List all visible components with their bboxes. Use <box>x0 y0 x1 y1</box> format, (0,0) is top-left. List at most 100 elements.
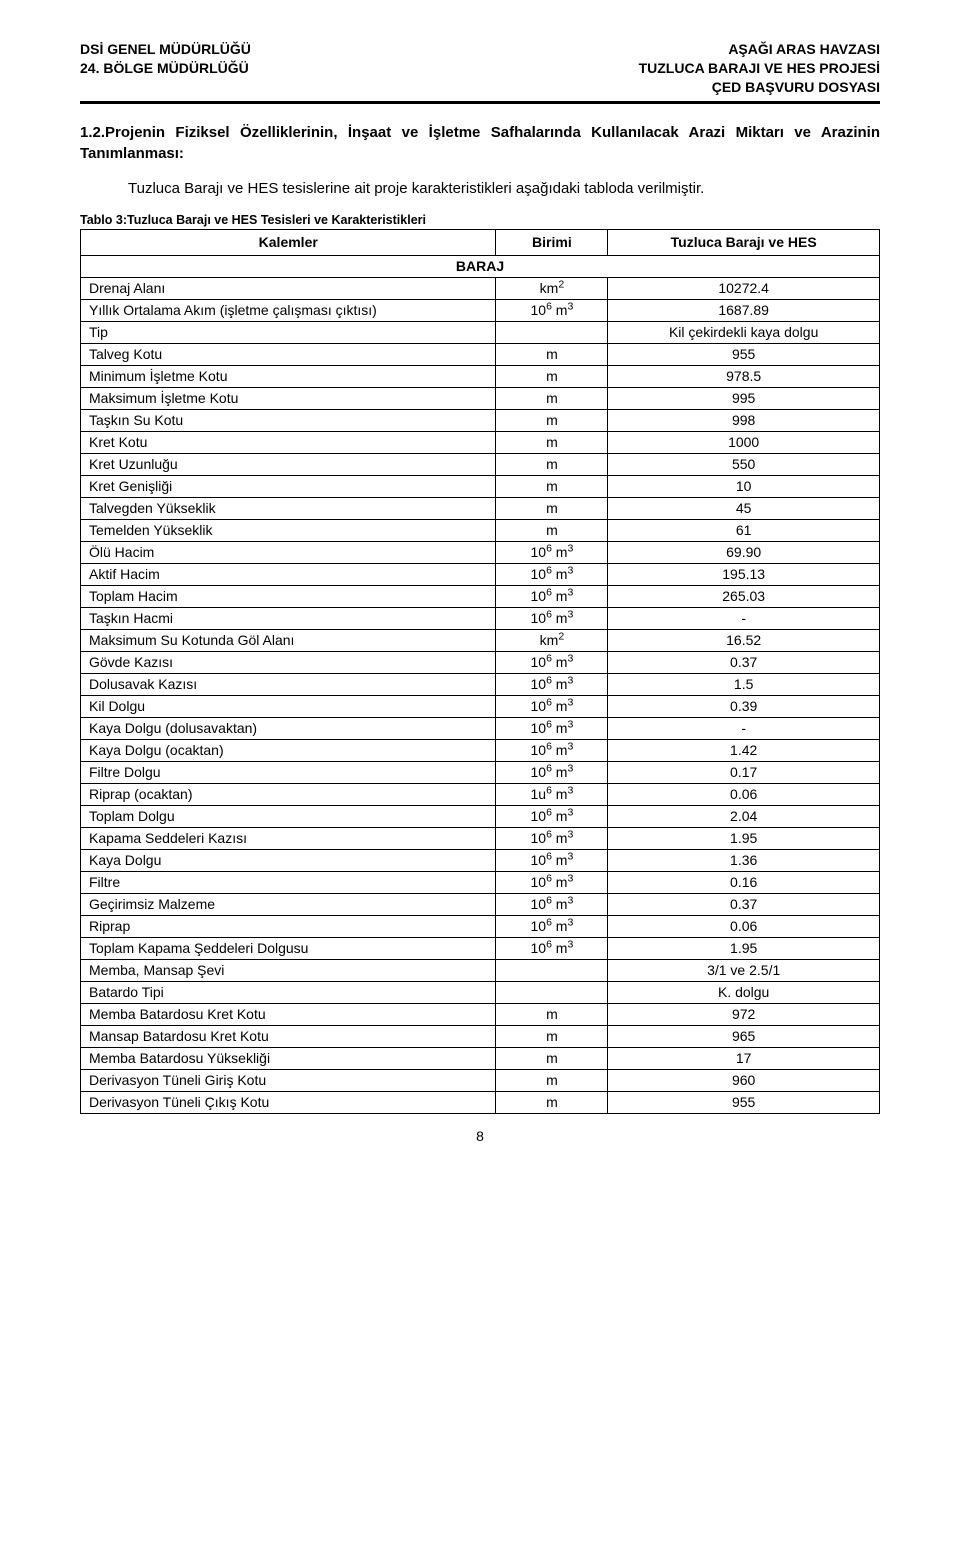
table-row: Toplam Dolgu106 m32.04 <box>81 805 880 827</box>
row-value: 69.90 <box>608 541 880 563</box>
row-label: Kret Kotu <box>81 431 496 453</box>
table-caption: Tablo 3:Tuzluca Barajı ve HES Tesisleri … <box>80 213 880 227</box>
row-value: Kil çekirdekli kaya dolgu <box>608 321 880 343</box>
row-label: Derivasyon Tüneli Çıkış Kotu <box>81 1091 496 1113</box>
row-value: 1000 <box>608 431 880 453</box>
row-unit: 106 m3 <box>496 585 608 607</box>
table-row: Yıllık Ortalama Akım (işletme çalışması … <box>81 299 880 321</box>
row-value: 265.03 <box>608 585 880 607</box>
row-label: Maksimum Su Kotunda Göl Alanı <box>81 629 496 651</box>
row-value: 2.04 <box>608 805 880 827</box>
row-label: Kret Genişliği <box>81 475 496 497</box>
table-header-row: Kalemler Birimi Tuzluca Barajı ve HES <box>81 229 880 255</box>
row-value: 16.52 <box>608 629 880 651</box>
header-right-line-3: ÇED BAŞVURU DOSYASI <box>639 78 880 97</box>
row-value: 995 <box>608 387 880 409</box>
row-label: Riprap <box>81 915 496 937</box>
row-label: Yıllık Ortalama Akım (işletme çalışması … <box>81 299 496 321</box>
row-label: Toplam Dolgu <box>81 805 496 827</box>
row-value: 3/1 ve 2.5/1 <box>608 959 880 981</box>
row-label: Toplam Kapama Şeddeleri Dolgusu <box>81 937 496 959</box>
intro-paragraph: Tuzluca Barajı ve HES tesislerine ait pr… <box>80 178 880 199</box>
row-value: 960 <box>608 1069 880 1091</box>
row-unit: 106 m3 <box>496 563 608 585</box>
row-label: Taşkın Su Kotu <box>81 409 496 431</box>
row-value: 0.17 <box>608 761 880 783</box>
row-label: Drenaj Alanı <box>81 277 496 299</box>
table-row: Kret Kotum1000 <box>81 431 880 453</box>
table-row: Filtre Dolgu106 m30.17 <box>81 761 880 783</box>
table-row: Riprap (ocaktan)1u6 m30.06 <box>81 783 880 805</box>
row-unit: 106 m3 <box>496 607 608 629</box>
table-row: Kapama Seddeleri Kazısı106 m31.95 <box>81 827 880 849</box>
row-label: Ölü Hacim <box>81 541 496 563</box>
row-unit: 106 m3 <box>496 541 608 563</box>
table-row: Kaya Dolgu (dolusavaktan)106 m3- <box>81 717 880 739</box>
row-value: 955 <box>608 1091 880 1113</box>
row-value: 972 <box>608 1003 880 1025</box>
row-value: 550 <box>608 453 880 475</box>
table-row: Derivasyon Tüneli Giriş Kotum960 <box>81 1069 880 1091</box>
row-unit: 106 m3 <box>496 915 608 937</box>
row-label: Toplam Hacim <box>81 585 496 607</box>
row-unit: m <box>496 1091 608 1113</box>
row-label: Filtre Dolgu <box>81 761 496 783</box>
row-value: 1.36 <box>608 849 880 871</box>
row-value: 1.95 <box>608 937 880 959</box>
table-row: Filtre106 m30.16 <box>81 871 880 893</box>
table-row: Talvegden Yükseklikm45 <box>81 497 880 519</box>
page-number: 8 <box>80 1128 880 1144</box>
row-label: Kil Dolgu <box>81 695 496 717</box>
row-value: 965 <box>608 1025 880 1047</box>
row-unit: 106 m3 <box>496 673 608 695</box>
row-label: Kaya Dolgu (ocaktan) <box>81 739 496 761</box>
table-row: Aktif Hacim106 m3195.13 <box>81 563 880 585</box>
header-right-line-1: AŞAĞI ARAS HAVZASI <box>639 40 880 59</box>
table-row: Kil Dolgu106 m30.39 <box>81 695 880 717</box>
table-row: Toplam Kapama Şeddeleri Dolgusu106 m31.9… <box>81 937 880 959</box>
table-row: Batardo TipiK. dolgu <box>81 981 880 1003</box>
table-row: Minimum İşletme Kotum978.5 <box>81 365 880 387</box>
section-label: BARAJ <box>81 255 880 277</box>
table-row: Kret Uzunluğum550 <box>81 453 880 475</box>
row-label: Filtre <box>81 871 496 893</box>
row-unit: m <box>496 1047 608 1069</box>
table-row: Geçirimsiz Malzeme106 m30.37 <box>81 893 880 915</box>
row-value: 1.5 <box>608 673 880 695</box>
row-value: 45 <box>608 497 880 519</box>
section-heading: 1.2.Projenin Fiziksel Özelliklerinin, İn… <box>80 122 880 164</box>
row-value: 61 <box>608 519 880 541</box>
row-unit: 106 m3 <box>496 739 608 761</box>
row-unit: 106 m3 <box>496 937 608 959</box>
row-label: Gövde Kazısı <box>81 651 496 673</box>
row-value: 10272.4 <box>608 277 880 299</box>
header-right-line-2: TUZLUCA BARAJI VE HES PROJESİ <box>639 59 880 78</box>
table-row: Drenaj Alanıkm210272.4 <box>81 277 880 299</box>
row-value: K. dolgu <box>608 981 880 1003</box>
row-unit: m <box>496 409 608 431</box>
row-value: 1.42 <box>608 739 880 761</box>
table-row: Temelden Yükseklikm61 <box>81 519 880 541</box>
table-row: Mansap Batardosu Kret Kotum965 <box>81 1025 880 1047</box>
row-value: 998 <box>608 409 880 431</box>
row-unit: 106 m3 <box>496 695 608 717</box>
row-label: Temelden Yükseklik <box>81 519 496 541</box>
row-unit: km2 <box>496 629 608 651</box>
row-unit: 106 m3 <box>496 299 608 321</box>
row-label: Talvegden Yükseklik <box>81 497 496 519</box>
header-left-line-2: 24. BÖLGE MÜDÜRLÜĞÜ <box>80 59 251 78</box>
table-body: BARAJ Drenaj Alanıkm210272.4Yıllık Ortal… <box>81 255 880 1113</box>
table-row: Gövde Kazısı106 m30.37 <box>81 651 880 673</box>
row-unit: m <box>496 1069 608 1091</box>
row-label: Minimum İşletme Kotu <box>81 365 496 387</box>
table-row: Talveg Kotum955 <box>81 343 880 365</box>
table-row: Toplam Hacim106 m3265.03 <box>81 585 880 607</box>
row-value: - <box>608 717 880 739</box>
row-unit: 106 m3 <box>496 827 608 849</box>
row-value: 1.95 <box>608 827 880 849</box>
header-left: DSİ GENEL MÜDÜRLÜĞÜ 24. BÖLGE MÜDÜRLÜĞÜ <box>80 40 251 97</box>
row-value: 195.13 <box>608 563 880 585</box>
row-value: 0.39 <box>608 695 880 717</box>
row-label: Taşkın Hacmi <box>81 607 496 629</box>
table-row: Kaya Dolgu (ocaktan)106 m31.42 <box>81 739 880 761</box>
